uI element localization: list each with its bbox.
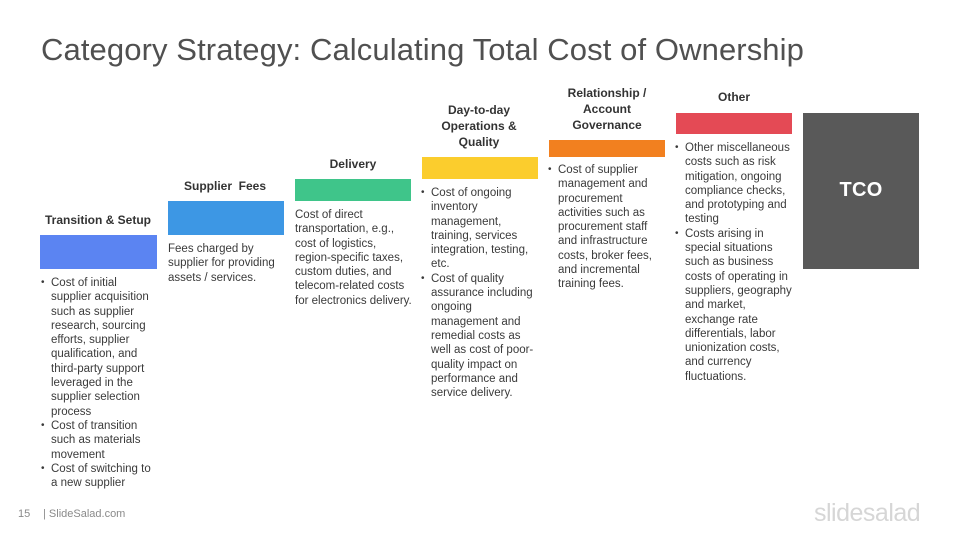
- slide-title: Category Strategy: Calculating Total Cos…: [41, 32, 804, 67]
- step-desc-supplier-fees: Fees charged by supplier for providing a…: [168, 243, 275, 284]
- bullet-item: Cost of transition such as materials mov…: [41, 419, 159, 462]
- bullet-item: Cost of switching to a new supplier: [41, 462, 159, 491]
- bullet-item: Costs arising in special situations such…: [675, 227, 795, 384]
- step-desc-relationship-governance: Cost of supplier management and procurem…: [548, 163, 666, 292]
- bullet-item: Cost of supplier management and procurem…: [548, 163, 666, 292]
- step-desc-operations-quality: Cost of ongoing inventory management, tr…: [421, 186, 539, 400]
- step-label-delivery: Delivery: [329, 157, 377, 171]
- step-bar-operations-quality: [422, 157, 538, 179]
- step-desc-transition-setup: Cost of initial supplier acquisition suc…: [41, 276, 159, 490]
- step-label-relationship-governance: Relationship / Account Governance: [567, 86, 647, 132]
- tco-block: TCO: [803, 113, 919, 269]
- step-label-transition-setup: Transition & Setup: [44, 213, 151, 227]
- footer-site-link[interactable]: | SlideSalad.com: [43, 508, 126, 520]
- bullet-item: Cost of quality assurance including ongo…: [421, 272, 539, 401]
- step-label-other: Other: [717, 90, 750, 104]
- step-label-operations-quality: Day-to-day Operations & Quality: [441, 103, 517, 149]
- bullet-item: Cost of ongoing inventory management, tr…: [421, 186, 539, 272]
- step-bar-delivery: [295, 179, 411, 201]
- step-bar-other: [676, 113, 792, 134]
- step-bar-transition-setup: [40, 235, 157, 269]
- tco-label: TCO: [839, 179, 883, 201]
- bullet-item: Cost of initial supplier acquisition suc…: [41, 276, 159, 419]
- step-desc-other: Other miscellaneous costs such as risk m…: [675, 141, 795, 384]
- page-number: 15: [18, 508, 31, 520]
- bullet-item: Other miscellaneous costs such as risk m…: [675, 141, 795, 227]
- step-desc-delivery: Cost of direct transportation, e.g., cos…: [295, 209, 412, 307]
- step-bar-supplier-fees: [168, 201, 284, 235]
- slidesalad-logo: slidesalad: [814, 499, 921, 527]
- step-label-supplier-fees: Supplier Fees: [183, 179, 267, 193]
- step-bar-relationship-governance: [549, 140, 665, 157]
